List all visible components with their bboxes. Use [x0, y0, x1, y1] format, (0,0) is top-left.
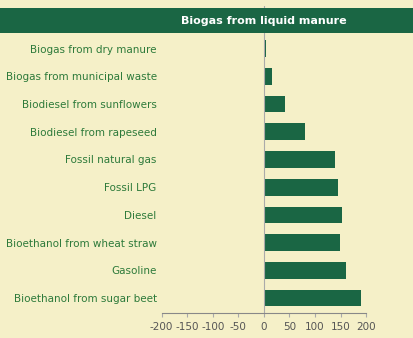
- Bar: [161, 8, 369, 33]
- Bar: [264, 262, 346, 279]
- Bar: [264, 68, 271, 84]
- Bar: [0, 8, 413, 33]
- Bar: [264, 234, 339, 251]
- Text: Biogas from liquid manure: Biogas from liquid manure: [181, 16, 347, 26]
- Bar: [264, 290, 361, 307]
- Bar: [264, 179, 338, 196]
- Bar: [264, 151, 335, 168]
- Bar: [264, 123, 305, 140]
- Bar: [264, 207, 342, 223]
- Bar: [264, 96, 285, 112]
- Bar: [264, 40, 266, 57]
